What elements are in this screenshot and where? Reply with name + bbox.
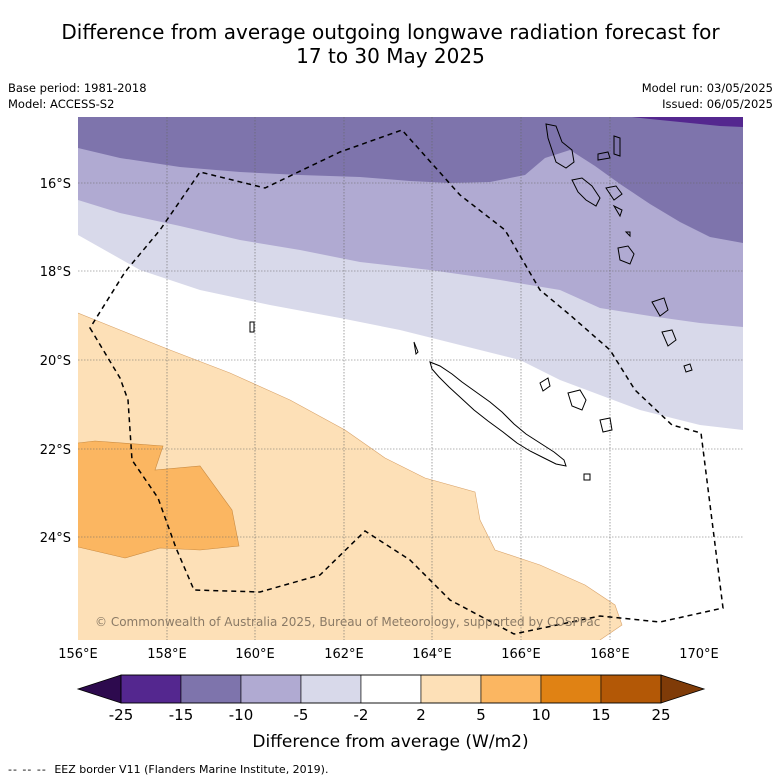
map-area [78,117,743,640]
lon-tick-label: 166°E [501,647,541,662]
copyright-notice: © Commonwealth of Australia 2025, Bureau… [95,615,600,629]
new-caledonia-island [429,361,567,467]
title-line-2: 17 to 30 May 2025 [296,44,485,68]
meta-right: Model run: 03/05/2025 Issued: 06/05/2025 [642,80,773,112]
colorbar: -25 -15 -10 -5 -2 2 5 10 15 25 [76,674,706,724]
lon-tick-label: 164°E [412,647,452,662]
title-line-1: Difference from average outgoing longwav… [61,20,720,44]
base-period: Base period: 1981-2018 [8,81,147,95]
eez-footnote: -- -- -- EEZ border V11 (Flanders Marine… [8,763,328,776]
colorbar-tick-label: -15 [169,706,194,724]
colorbar-segment [360,674,422,704]
anomaly-band-minus25 [632,117,743,127]
lon-tick-label: 170°E [679,647,719,662]
lat-ticks: 16°S 18°S 20°S 22°S 24°S [40,177,71,546]
colorbar-extend-left [76,674,122,704]
colorbar-tick-label: 10 [531,706,550,724]
loyalty-islands [539,377,613,481]
lat-tick-label: 16°S [40,177,71,192]
colorbar-tick-label: 25 [651,706,670,724]
eez-legend-dash: -- -- -- [8,763,47,776]
lat-tick-label: 18°S [40,265,71,280]
model-name: Model: ACCESS-S2 [8,97,115,111]
colorbar-segment [480,674,542,704]
anomaly-band-minus15 [78,117,743,243]
colorbar-tick-label: 15 [591,706,610,724]
meta-left: Base period: 1981-2018 Model: ACCESS-S2 [8,80,147,112]
anomaly-band-plus2 [78,313,622,640]
model-run: Model run: 03/05/2025 [641,81,773,95]
lon-ticks: 156°E 158°E 160°E 162°E 164°E 166°E 168°… [58,647,719,662]
lon-tick-label: 160°E [235,647,275,662]
colorbar-segment [180,674,242,704]
colorbar-tick-label: -2 [354,706,369,724]
colorbar-extend-right [660,674,706,704]
issued-date: Issued: 06/05/2025 [662,97,773,111]
eez-footnote-text: EEZ border V11 (Flanders Marine Institut… [54,763,329,776]
map-gridlines [78,117,743,640]
map-title: Difference from average outgoing longwav… [0,20,781,68]
colorbar-segment [300,674,362,704]
colorbar-label: Difference from average (W/m2) [252,732,529,752]
lon-tick-label: 156°E [58,647,98,662]
colorbar-tick-label: -5 [294,706,309,724]
colorbar-segment [420,674,482,704]
colorbar-tick-label: 2 [416,706,426,724]
lat-tick-label: 22°S [40,443,71,458]
lon-tick-label: 162°E [324,647,364,662]
colorbar-segment [120,674,182,704]
colorbar-segment [600,674,662,704]
lat-tick-label: 24°S [40,531,71,546]
eez-border [89,129,724,635]
colorbar-segment [540,674,602,704]
lon-tick-label: 168°E [590,647,630,662]
lat-tick-label: 20°S [40,354,71,369]
colorbar-tick-label: -25 [109,706,134,724]
colorbar-tick-label: -10 [229,706,254,724]
vanuatu-islands [545,123,693,373]
colorbar-tick-label: 5 [476,706,486,724]
lon-tick-label: 158°E [147,647,187,662]
colorbar-segment [240,674,302,704]
